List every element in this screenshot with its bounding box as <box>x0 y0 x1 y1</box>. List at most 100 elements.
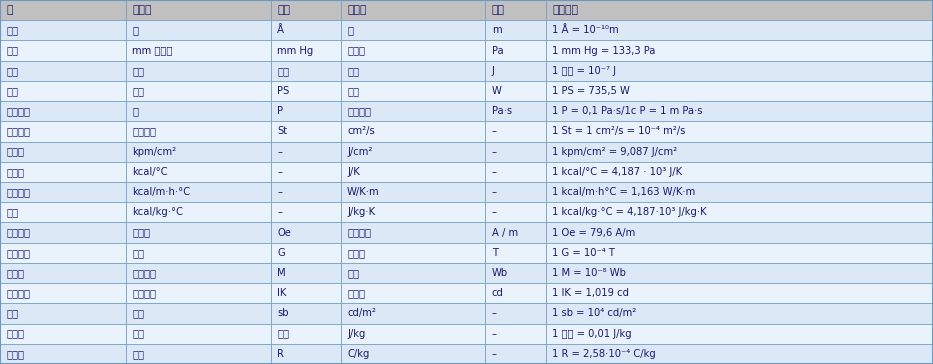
Bar <box>546 222 933 243</box>
Bar <box>126 324 271 344</box>
Bar <box>0 344 126 364</box>
Bar <box>126 283 271 303</box>
Bar <box>546 0 933 20</box>
Bar <box>485 40 546 61</box>
Bar <box>546 202 933 222</box>
Bar <box>271 344 341 364</box>
Text: 离子量: 离子量 <box>7 349 24 359</box>
Bar <box>546 81 933 101</box>
Bar <box>485 263 546 283</box>
Text: 米: 米 <box>347 25 353 35</box>
Text: 帕斯卡秒: 帕斯卡秒 <box>347 106 371 116</box>
Text: –: – <box>492 308 496 318</box>
Text: Oe: Oe <box>277 228 291 238</box>
Bar <box>0 243 126 263</box>
Text: 1 M = 10⁻⁸ Wb: 1 M = 10⁻⁸ Wb <box>552 268 626 278</box>
Text: 韦伯: 韦伯 <box>347 268 359 278</box>
Bar <box>341 202 485 222</box>
Bar <box>485 243 546 263</box>
Bar <box>546 303 933 324</box>
Text: –: – <box>492 147 496 157</box>
Text: –: – <box>277 167 282 177</box>
Text: IK: IK <box>277 288 286 298</box>
Bar <box>271 40 341 61</box>
Bar <box>271 61 341 81</box>
Bar <box>271 324 341 344</box>
Text: 尔格: 尔格 <box>132 66 145 76</box>
Text: 符号: 符号 <box>492 5 505 15</box>
Text: Pa: Pa <box>492 46 503 56</box>
Bar <box>485 20 546 40</box>
Bar <box>485 162 546 182</box>
Text: 雷姆: 雷姆 <box>277 329 289 339</box>
Bar <box>0 142 126 162</box>
Text: 帕斯卡: 帕斯卡 <box>347 46 365 56</box>
Bar <box>0 324 126 344</box>
Text: PS: PS <box>277 86 289 96</box>
Text: –: – <box>277 187 282 197</box>
Text: 焦耳: 焦耳 <box>347 66 359 76</box>
Text: 1 Å = 10⁻¹⁰m: 1 Å = 10⁻¹⁰m <box>552 25 619 35</box>
Text: Wb: Wb <box>492 268 508 278</box>
Bar <box>126 182 271 202</box>
Text: 1 G = 10⁻⁴ T: 1 G = 10⁻⁴ T <box>552 248 615 258</box>
Text: 磁通量: 磁通量 <box>7 268 24 278</box>
Bar <box>341 142 485 162</box>
Bar <box>546 162 933 182</box>
Bar <box>271 202 341 222</box>
Text: St: St <box>277 126 287 136</box>
Text: 1 尔格 = 10⁻⁷ J: 1 尔格 = 10⁻⁷ J <box>552 66 617 76</box>
Text: 新单位: 新单位 <box>347 5 367 15</box>
Bar <box>485 222 546 243</box>
Bar <box>341 162 485 182</box>
Bar <box>546 61 933 81</box>
Bar <box>341 20 485 40</box>
Bar <box>126 263 271 283</box>
Bar <box>485 182 546 202</box>
Text: 比热: 比热 <box>7 207 19 217</box>
Bar <box>0 303 126 324</box>
Text: 1 kcal/m·h°C = 1,163 W/K·m: 1 kcal/m·h°C = 1,163 W/K·m <box>552 187 696 197</box>
Text: 冲击値: 冲击値 <box>7 147 24 157</box>
Bar <box>341 121 485 142</box>
Bar <box>546 344 933 364</box>
Text: 1 Oe = 79,6 A/m: 1 Oe = 79,6 A/m <box>552 228 635 238</box>
Bar <box>126 243 271 263</box>
Text: J/kg·K: J/kg·K <box>347 207 375 217</box>
Bar <box>485 61 546 81</box>
Bar <box>485 324 546 344</box>
Text: 値: 値 <box>7 5 13 15</box>
Bar <box>0 263 126 283</box>
Text: 1 IK = 1,019 cd: 1 IK = 1,019 cd <box>552 288 630 298</box>
Text: 长度: 长度 <box>7 25 19 35</box>
Text: 压强: 压强 <box>7 46 19 56</box>
Text: 1 P = 0,1 Pa·s/1c P = 1 m Pa·s: 1 P = 0,1 Pa·s/1c P = 1 m Pa·s <box>552 106 703 116</box>
Bar <box>126 61 271 81</box>
Bar <box>341 283 485 303</box>
Text: 尔格: 尔格 <box>277 66 289 76</box>
Bar <box>271 81 341 101</box>
Text: 伦琴: 伦琴 <box>132 349 145 359</box>
Bar <box>126 303 271 324</box>
Bar <box>271 101 341 121</box>
Bar <box>341 324 485 344</box>
Bar <box>126 101 271 121</box>
Bar <box>341 344 485 364</box>
Bar <box>0 222 126 243</box>
Text: 国际烛光: 国际烛光 <box>132 288 157 298</box>
Bar <box>0 20 126 40</box>
Text: 导热系数: 导热系数 <box>7 187 31 197</box>
Text: 特斯拉: 特斯拉 <box>347 248 365 258</box>
Text: 能量: 能量 <box>7 66 19 76</box>
Text: 运动粘度: 运动粘度 <box>7 126 31 136</box>
Text: J/kg: J/kg <box>347 329 366 339</box>
Bar <box>485 202 546 222</box>
Bar <box>0 182 126 202</box>
Bar <box>271 162 341 182</box>
Bar <box>0 162 126 182</box>
Text: 1 kcal/°C = 4,187 · 10³ J/K: 1 kcal/°C = 4,187 · 10³ J/K <box>552 167 682 177</box>
Text: P: P <box>277 106 283 116</box>
Text: kpm/cm²: kpm/cm² <box>132 147 176 157</box>
Bar <box>271 142 341 162</box>
Text: –: – <box>492 207 496 217</box>
